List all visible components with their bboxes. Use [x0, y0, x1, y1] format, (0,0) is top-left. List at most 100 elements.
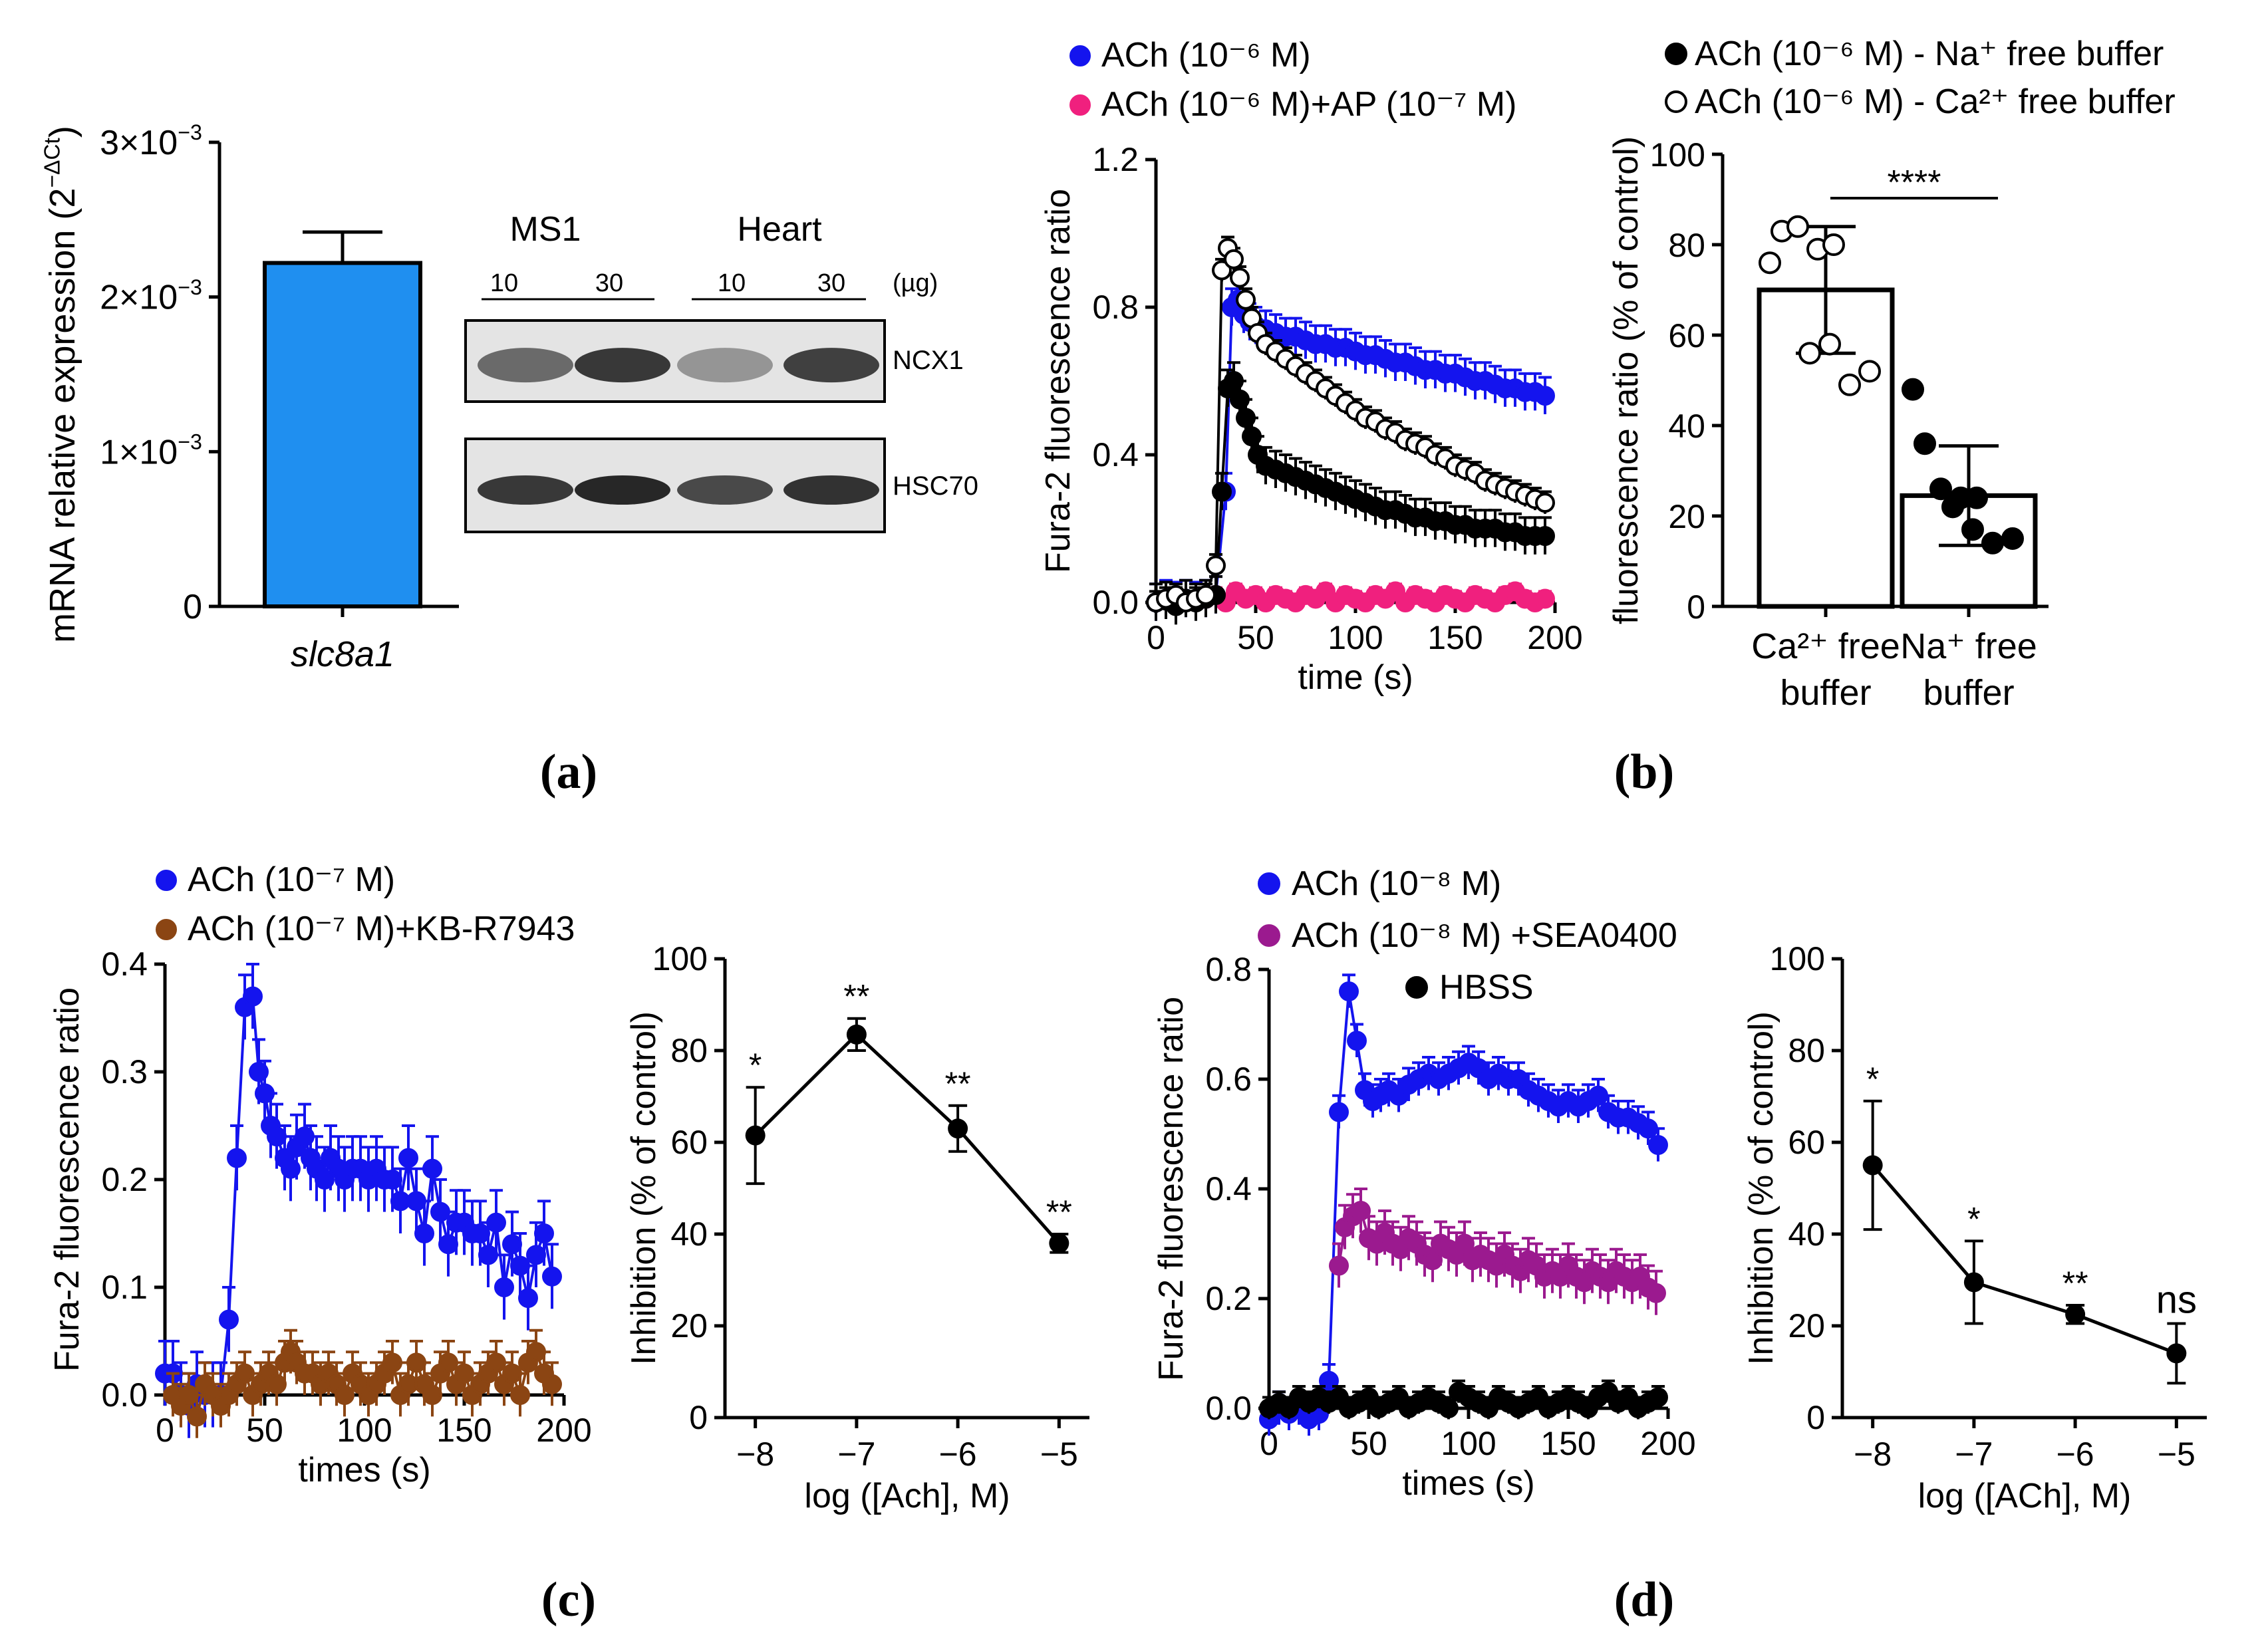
x-tick-label: −6 — [2056, 1436, 2094, 1473]
panel-letters: (a) (b) (c) (d) — [540, 745, 1674, 1627]
x-tick-label: 150 — [436, 1412, 492, 1449]
panel-b-time-course: 0.0 0.4 0.8 1.2 0 50 100 150 200 time (s) Fura-2 f… — [1039, 36, 1583, 697]
x-tick-label: 150 — [1427, 619, 1483, 656]
x-tick-label: 200 — [1640, 1425, 1695, 1462]
series-line — [1155, 244, 1546, 604]
y-tick-label: 0.2 — [1205, 1280, 1252, 1317]
x-tick-label: 200 — [1527, 619, 1582, 656]
x-tick-label: 50 — [246, 1412, 283, 1449]
data-point — [1981, 531, 2004, 555]
data-point — [1535, 493, 1555, 513]
data-point — [315, 1170, 335, 1190]
data-point — [1902, 378, 1924, 401]
blot-group-label: Heart — [737, 210, 822, 249]
legend-marker — [1069, 45, 1091, 66]
data-point — [534, 1223, 554, 1243]
legend-marker — [1258, 872, 1280, 895]
data-point — [1236, 408, 1256, 428]
legend-marker — [1665, 43, 1687, 65]
data-point — [406, 1352, 426, 1373]
x-tick-label: −5 — [2158, 1436, 2196, 1473]
x-category-label: buffer — [1923, 673, 2014, 713]
y-tick-label: 100 — [1770, 940, 1825, 977]
data-point — [1224, 249, 1244, 269]
data-point — [430, 1201, 450, 1222]
data-point — [1929, 477, 1952, 501]
data-point — [1858, 360, 1881, 383]
data-point — [281, 1158, 301, 1179]
x-tick-label: −7 — [1955, 1436, 1993, 1473]
data-point — [1236, 289, 1256, 310]
x-tick-label: −5 — [1040, 1436, 1078, 1473]
y-tick-label: 0 — [183, 588, 202, 626]
data-point — [335, 1385, 354, 1405]
significance-label: * — [749, 1047, 762, 1084]
x-axis-label: log ([Ach], M) — [804, 1477, 1010, 1515]
significance-label: * — [1967, 1200, 1980, 1237]
y-tick-label: 0 — [1806, 1399, 1825, 1436]
legend-label: ACh (10⁻⁶ M) — [1101, 36, 1311, 74]
data-point — [1049, 1233, 1069, 1253]
data-point — [1196, 584, 1216, 605]
data-point — [438, 1234, 458, 1255]
data-point — [235, 1363, 255, 1384]
y-tick-label: 40 — [1788, 1215, 1825, 1253]
legend-label: ACh (10⁻⁷ M)+KB-R7943 — [188, 910, 575, 948]
panel-letter: (d) — [1614, 1573, 1674, 1627]
y-axis-label: Inhibition (% of control) — [1742, 1011, 1780, 1365]
data-point — [267, 1374, 287, 1394]
y-tick-label: 0.2 — [101, 1161, 148, 1198]
legend-marker — [156, 870, 177, 891]
data-point — [1224, 371, 1244, 391]
y-tick-label: 2×10−3 — [100, 275, 202, 317]
x-tick-label: 150 — [1540, 1425, 1596, 1462]
y-tick-label: 80 — [670, 1032, 708, 1069]
data-point — [1941, 495, 1964, 519]
data-point — [1242, 426, 1262, 447]
data-point — [486, 1352, 506, 1373]
x-tick-label: 200 — [536, 1412, 591, 1449]
x-tick-label: 0 — [156, 1412, 174, 1449]
y-tick-label: 80 — [1788, 1032, 1825, 1069]
y-tick-label: 0.6 — [1205, 1061, 1252, 1098]
legend-marker — [156, 919, 177, 940]
data-point — [295, 1126, 315, 1147]
data-point — [255, 1083, 275, 1104]
panel-c-inhibition-curve: 0 20 40 60 80 100 −8 −7 −6 −5 log ([Ach], M) Inhibi… — [625, 940, 1089, 1515]
data-point — [1535, 526, 1555, 547]
y-tick-label: 0.0 — [1205, 1390, 1252, 1427]
data-point — [2001, 527, 2024, 550]
series-ACh (10⁻⁸ M) — [1259, 973, 1668, 1436]
y-tick-label: 40 — [1668, 408, 1705, 445]
y-tick-label: 0.4 — [1092, 436, 1139, 473]
significance-label: ns — [2156, 1279, 2197, 1322]
x-category-label: Na⁺ free — [1900, 626, 2037, 666]
panel-letter: (a) — [540, 745, 597, 799]
x-axis-label: times (s) — [1402, 1464, 1534, 1503]
data-point — [510, 1255, 530, 1276]
data-point — [542, 1374, 562, 1394]
data-point — [422, 1385, 442, 1405]
data-point — [526, 1245, 546, 1265]
series-ACh (10⁻⁶ M) - Ca²⁺ free buffer — [1146, 235, 1555, 614]
data-point — [1648, 1135, 1668, 1155]
data-point — [1212, 481, 1232, 502]
inhibition-line — [754, 1032, 1061, 1245]
significance-label: **** — [1888, 164, 1941, 202]
y-tick-label: 0.3 — [101, 1053, 148, 1090]
data-point — [187, 1406, 207, 1427]
data-point — [2065, 1304, 2086, 1325]
data-point — [1535, 386, 1555, 406]
data-point — [1347, 1031, 1367, 1051]
data-point — [249, 1062, 269, 1082]
data-point — [948, 1118, 968, 1139]
data-point — [382, 1170, 402, 1190]
x-category-label: buffer — [1780, 673, 1871, 713]
y-tick-label: 80 — [1668, 227, 1705, 264]
y-tick-label: 0 — [1687, 588, 1705, 626]
legend-label: ACh (10⁻⁸ M) +SEA0400 — [1292, 916, 1677, 955]
legend-label: ACh (10⁻⁸ M) — [1292, 864, 1501, 903]
x-axis-label: times (s) — [298, 1451, 430, 1489]
